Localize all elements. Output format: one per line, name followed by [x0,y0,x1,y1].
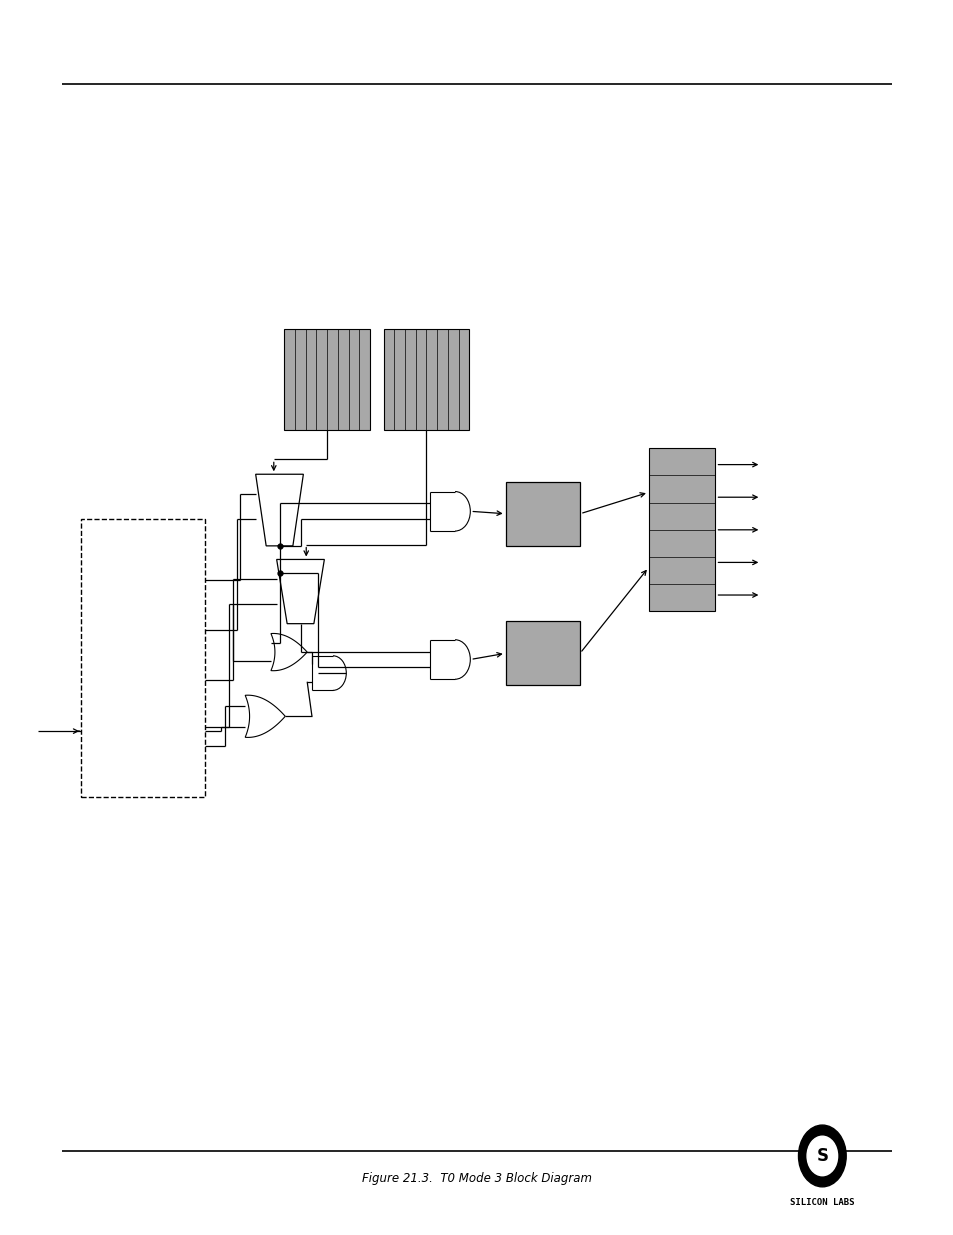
Bar [383,329,469,430]
Text: Figure 21.3.  T0 Mode 3 Block Diagram: Figure 21.3. T0 Mode 3 Block Diagram [361,1172,592,1184]
Bar [284,329,370,430]
Circle shape [798,1125,845,1187]
Bar [648,448,715,611]
Polygon shape [276,559,324,624]
Polygon shape [271,634,307,671]
Text: SILICON LABS: SILICON LABS [789,1198,854,1208]
Bar [81,519,205,797]
Bar [505,621,579,685]
Polygon shape [255,474,303,546]
Polygon shape [245,695,285,737]
Circle shape [806,1136,837,1176]
Text: S: S [816,1147,827,1165]
Bar [505,482,579,546]
